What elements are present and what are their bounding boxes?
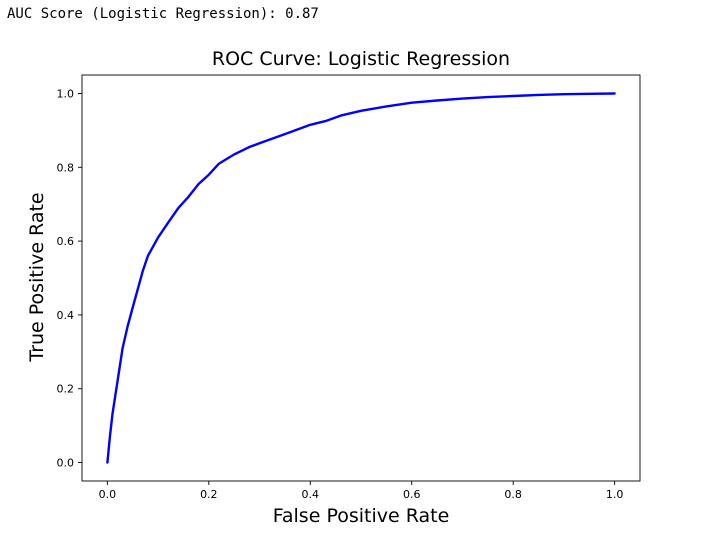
x-tick-label-0: 0.0 xyxy=(99,488,117,501)
plot-frame xyxy=(81,74,641,482)
plot-area: 0.0 0.2 0.4 0.6 0.8 1.0 0.0 0.2 0.4 0.6 0.8 1.0 xyxy=(57,74,641,501)
y-tick-label-3: 0.6 xyxy=(57,235,75,248)
y-tick-label-0: 0.0 xyxy=(57,457,75,470)
x-axis-label: False Positive Rate xyxy=(273,505,450,527)
auc-score-output: AUC Score (Logistic Regression): 0.87 xyxy=(7,6,319,22)
roc-curve-line xyxy=(106,92,616,464)
y-tick-label-5: 1.0 xyxy=(57,87,75,100)
chart-title: ROC Curve: Logistic Regression xyxy=(212,48,510,70)
x-tick-label-2: 0.4 xyxy=(302,488,320,501)
x-tick-label-1: 0.2 xyxy=(200,488,218,501)
y-axis-label: True Positive Rate xyxy=(26,192,48,362)
x-tick-label-4: 0.8 xyxy=(504,488,522,501)
x-tick-label-3: 0.6 xyxy=(403,488,421,501)
y-tick-label-2: 0.4 xyxy=(57,309,75,322)
y-tick-label-1: 0.2 xyxy=(57,383,75,396)
x-tick-label-5: 1.0 xyxy=(606,488,624,501)
y-tick-label-4: 0.8 xyxy=(57,161,75,174)
